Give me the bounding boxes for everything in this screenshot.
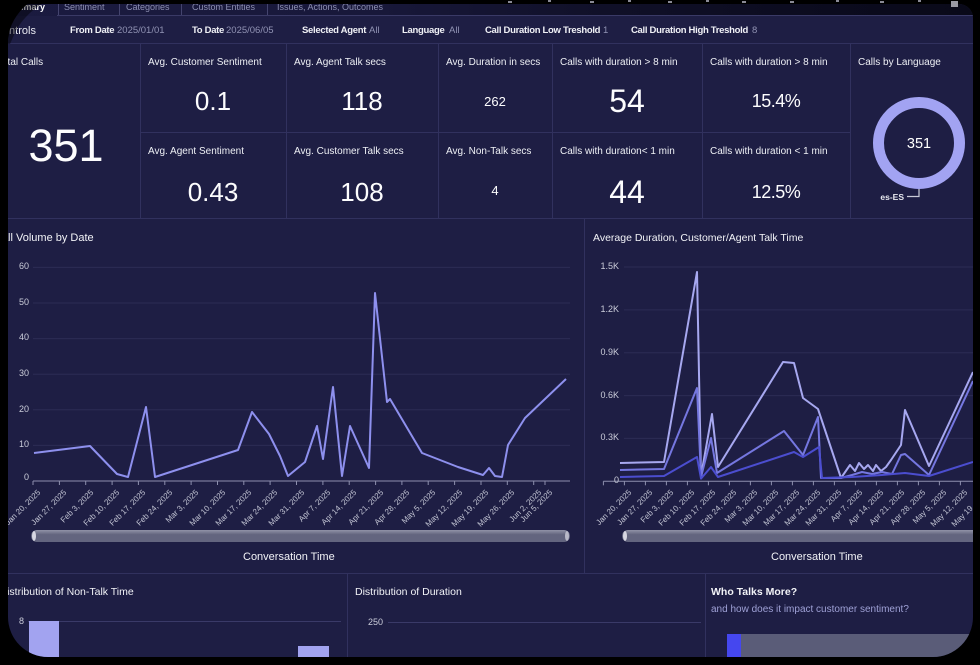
svg-text:es-ES: es-ES (880, 192, 904, 202)
svg-text:351: 351 (907, 136, 931, 152)
